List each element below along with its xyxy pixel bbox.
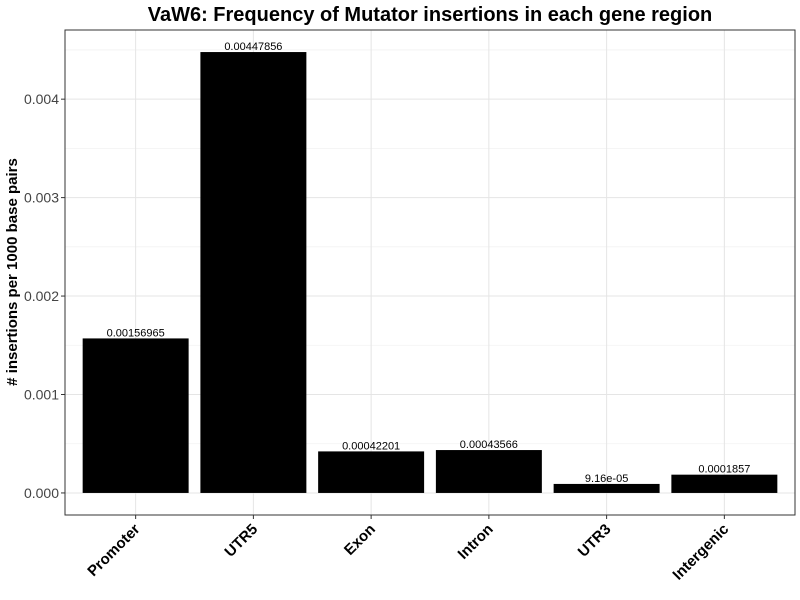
data-label-utr5: 0.00447856: [224, 41, 282, 53]
y-tick-label: 0.002: [24, 288, 59, 304]
bar-utr3: [553, 483, 660, 493]
x-tick-label-utr5: UTR5: [221, 521, 261, 561]
x-tick-label-intergenic: Intergenic: [669, 521, 732, 584]
y-tick-label: 0.003: [24, 190, 59, 206]
data-label-intergenic: 0.0001857: [698, 464, 750, 476]
data-label-utr3: 9.16e-05: [585, 473, 628, 485]
x-tick-label-exon: Exon: [341, 521, 379, 559]
y-tick-label: 0.001: [24, 387, 59, 403]
y-axis-label: # insertions per 1000 base pairs: [4, 158, 21, 386]
x-tick-label-intron: Intron: [455, 521, 497, 563]
bar-intergenic: [671, 474, 778, 493]
bar-exon: [318, 451, 425, 493]
data-labels: 0.00156965 0.00447856 0.00042201 0.00043566…: [107, 41, 751, 485]
x-tick-label-promoter: Promoter: [84, 521, 143, 580]
bars: [82, 52, 778, 493]
bar-intron: [435, 450, 542, 493]
bar-promoter: [82, 338, 189, 493]
y-axis: 0.000 0.001 0.002 0.003 0.004: [24, 91, 65, 501]
y-tick-label: 0.004: [24, 91, 59, 107]
x-tick-label-utr3: UTR3: [575, 521, 615, 561]
data-label-exon: 0.00042201: [342, 440, 400, 452]
bar-utr5: [200, 52, 307, 493]
panel-border: [64, 29, 796, 516]
data-label-promoter: 0.00156965: [107, 327, 165, 339]
x-axis: Promoter UTR5 Exon Intron UTR3 Intergenic: [84, 515, 732, 584]
chart-title: VaW6: Frequency of Mutator insertions in…: [148, 4, 713, 26]
data-label-intron: 0.00043566: [460, 439, 518, 451]
y-tick-label: 0.000: [24, 485, 59, 501]
